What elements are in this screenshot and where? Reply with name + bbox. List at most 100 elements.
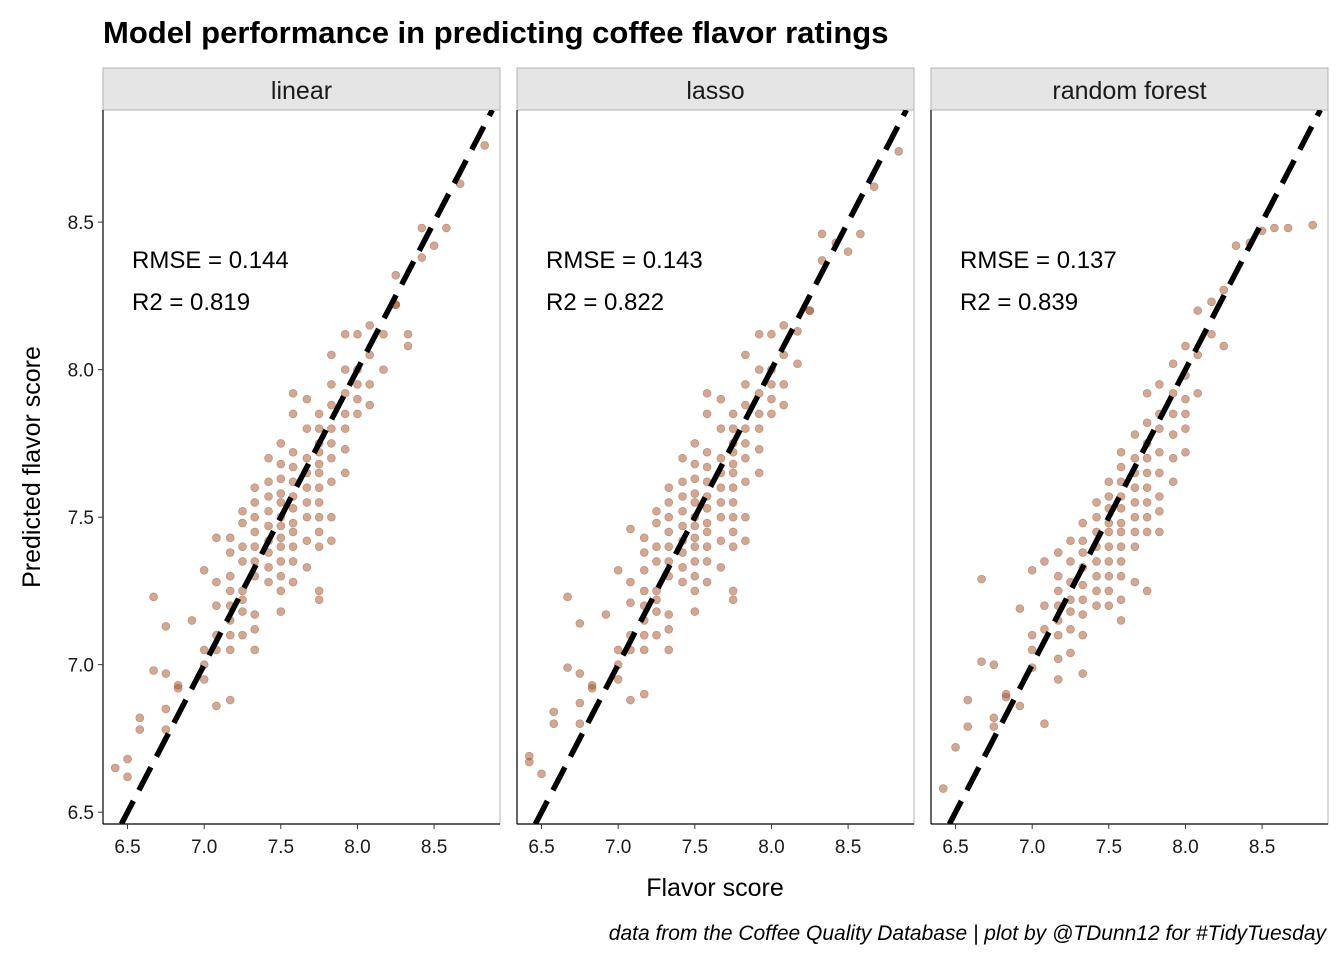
r2-annotation: R2 = 0.819 (132, 289, 250, 316)
data-point (327, 350, 336, 360)
data-point (741, 350, 750, 360)
data-point (1066, 557, 1075, 566)
data-point (1116, 616, 1126, 625)
data-point (288, 527, 298, 537)
data-point (1078, 595, 1088, 605)
x-tick-label: 7.5 (1096, 837, 1122, 858)
data-point (1130, 430, 1140, 439)
facet-strip (102, 67, 501, 111)
data-point (314, 595, 324, 605)
data-point (563, 592, 572, 602)
data-point (1181, 424, 1190, 433)
data-point (613, 565, 623, 575)
data-point (702, 388, 712, 398)
data-point (1219, 285, 1229, 295)
data-point (1078, 518, 1088, 528)
data-point (327, 400, 336, 410)
r2-annotation: R2 = 0.822 (546, 289, 664, 316)
x-tick-label: 8.5 (1249, 837, 1275, 858)
chart-title: Model performance in predicting coffee f… (103, 15, 888, 50)
data-point (302, 536, 312, 546)
data-point (1116, 571, 1126, 581)
data-point (302, 563, 312, 572)
data-point (664, 645, 674, 655)
data-point (1207, 297, 1216, 307)
data-point (403, 341, 413, 351)
x-tick-label: 8.0 (758, 837, 784, 858)
data-point (1104, 557, 1114, 566)
data-point (161, 622, 171, 631)
data-point (702, 527, 712, 537)
data-point (1015, 604, 1025, 613)
data-point (365, 400, 375, 410)
data-point (1116, 542, 1126, 551)
data-point (626, 598, 635, 608)
data-point (379, 329, 388, 339)
data-point (161, 725, 171, 734)
data-point (690, 521, 700, 531)
data-point (264, 577, 273, 587)
data-point (690, 571, 700, 581)
data-point (702, 577, 712, 587)
data-point (613, 675, 623, 684)
data-point (963, 722, 973, 731)
data-point (276, 571, 286, 581)
facet-strip-label: random forest (1052, 77, 1206, 105)
data-point (276, 439, 286, 448)
data-point (817, 229, 827, 239)
x-tick-label: 8.0 (344, 837, 370, 858)
data-point (288, 518, 298, 528)
x-tick-label: 6.5 (942, 837, 968, 858)
data-point (652, 607, 661, 616)
data-point (288, 447, 298, 457)
data-point (1181, 341, 1190, 351)
data-point (314, 527, 324, 537)
data-point (1116, 595, 1126, 605)
data-point (613, 645, 623, 655)
panel-border (516, 109, 915, 825)
data-point (327, 477, 336, 487)
data-point (327, 536, 336, 546)
data-point (327, 424, 336, 433)
data-point (250, 624, 260, 634)
data-point (664, 624, 674, 634)
data-point (639, 533, 649, 543)
data-point (741, 424, 750, 433)
data-point (379, 365, 388, 374)
data-point (728, 459, 738, 469)
data-point (728, 483, 738, 492)
data-point (563, 663, 572, 672)
data-point (250, 527, 260, 537)
data-point (327, 439, 336, 448)
facet-panel: lasso 6.5 7.0 7.5 8.0 8.5 RMSE = 0.143 R2 = 0.8… (516, 67, 915, 858)
data-point (702, 409, 712, 419)
data-point (225, 586, 235, 596)
data-point (212, 701, 221, 711)
facet-panel: linear 6.5 7.0 7.5 8.0 8.5 6.5 7.0 7.5 8.0 8.5 RMSE… (68, 67, 501, 858)
data-point (1142, 453, 1152, 463)
data-point (1027, 565, 1037, 575)
data-point (1116, 447, 1126, 457)
data-point (728, 542, 738, 551)
data-point (575, 669, 585, 678)
data-point (1283, 223, 1293, 233)
data-point (250, 557, 260, 566)
data-point (549, 707, 559, 717)
data-point (678, 506, 687, 516)
data-point (417, 223, 427, 233)
data-point (238, 607, 247, 616)
data-point (1053, 675, 1063, 684)
data-point (1092, 586, 1101, 596)
data-point (353, 394, 362, 404)
data-point (1155, 527, 1164, 537)
data-point (417, 253, 427, 262)
data-point (1078, 548, 1088, 557)
data-point (1193, 388, 1203, 398)
data-point (1104, 527, 1114, 537)
data-point (1040, 601, 1049, 610)
data-point (276, 498, 286, 507)
data-point (276, 557, 286, 566)
data-point (702, 447, 712, 457)
data-point (963, 695, 973, 705)
data-point (1142, 498, 1152, 507)
